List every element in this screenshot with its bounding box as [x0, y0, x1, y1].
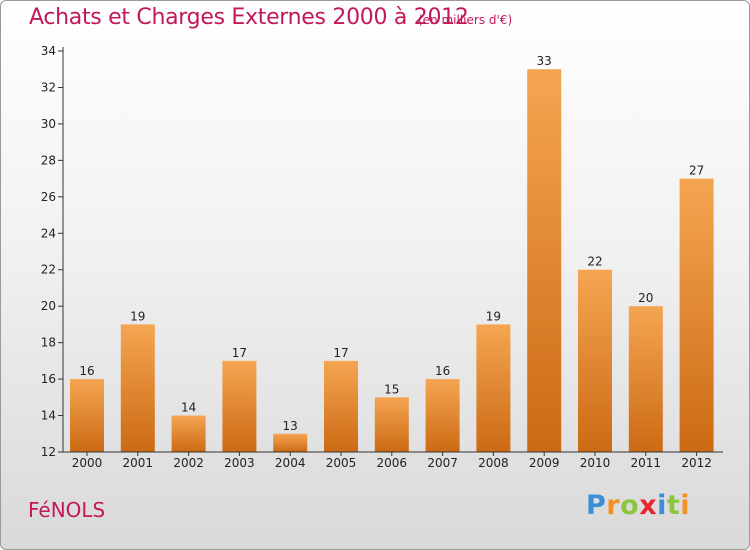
x-tick-label-2001: 2001	[123, 456, 154, 470]
bar-2000	[70, 379, 104, 452]
data-label-2001: 19	[130, 309, 145, 323]
data-label-2008: 19	[486, 309, 501, 323]
x-tick-label-2000: 2000	[72, 456, 103, 470]
bars-layer	[70, 69, 714, 453]
chart-subtitle: (en milliers d'€)	[418, 13, 513, 27]
y-tick-label-16: 16	[41, 372, 56, 386]
x-tick-label-2010: 2010	[580, 456, 611, 470]
data-label-2009: 33	[537, 54, 552, 68]
labels-layer: 16 2000 19 2001 14 2002 17 2003 13 2004 17 2005 15 20…	[41, 44, 712, 470]
y-tick-label-26: 26	[41, 190, 56, 204]
bar-2008	[476, 324, 511, 452]
data-label-2012: 27	[689, 164, 704, 178]
x-tick-label-2003: 2003	[224, 456, 255, 470]
bar-2012	[679, 178, 714, 452]
x-tick-label-2008: 2008	[478, 456, 509, 470]
y-tick-label-28: 28	[41, 153, 56, 167]
bar-2001	[120, 324, 155, 452]
y-tick-label-32: 32	[41, 80, 56, 94]
data-label-2003: 17	[232, 346, 247, 360]
x-tick-label-2004: 2004	[275, 456, 306, 470]
data-label-2010: 22	[587, 255, 602, 269]
logo-letter: i	[657, 490, 667, 521]
data-label-2007: 16	[435, 364, 450, 378]
axes-layer	[58, 47, 723, 456]
bar-2005	[324, 360, 358, 452]
bar-2010	[578, 269, 612, 452]
commune-name: FéNOLS	[28, 498, 106, 522]
x-tick-label-2012: 2012	[681, 456, 712, 470]
x-tick-label-2007: 2007	[427, 456, 458, 470]
chart-title: Achats et Charges Externes 2000 à 2012	[29, 5, 469, 30]
y-tick-label-30: 30	[41, 117, 56, 131]
logo-letter: t	[666, 490, 681, 521]
bar-2002	[171, 415, 206, 452]
bar-2009	[527, 69, 562, 453]
y-tick-label-22: 22	[41, 263, 56, 277]
logo-letter: x	[639, 490, 658, 521]
y-tick-label-14: 14	[41, 409, 56, 423]
data-label-2005: 17	[333, 346, 348, 360]
data-label-2002: 14	[181, 401, 196, 415]
bar-2004	[273, 433, 308, 452]
x-tick-label-2011: 2011	[631, 456, 662, 470]
x-tick-label-2006: 2006	[377, 456, 408, 470]
logo-letter: r	[606, 490, 621, 521]
logo-letter: P	[586, 490, 607, 521]
logo-letter: i	[680, 490, 691, 521]
y-tick-label-24: 24	[41, 226, 56, 240]
y-tick-label-18: 18	[41, 336, 56, 350]
data-label-2000: 16	[79, 364, 94, 378]
y-tick-label-20: 20	[41, 299, 56, 313]
x-tick-label-2009: 2009	[529, 456, 560, 470]
data-label-2004: 13	[283, 419, 298, 433]
data-label-2006: 15	[384, 382, 399, 396]
logo-letter: o	[620, 490, 640, 521]
bar-2006	[374, 397, 409, 452]
y-tick-label-12: 12	[41, 445, 56, 459]
x-tick-label-2005: 2005	[326, 456, 357, 470]
bar-2003	[222, 360, 257, 452]
y-tick-label-34: 34	[41, 44, 56, 58]
proxiti-logo: Proxiti	[586, 490, 690, 521]
x-tick-label-2002: 2002	[173, 456, 204, 470]
bar-2007	[425, 379, 460, 452]
data-label-2011: 20	[638, 291, 653, 305]
bar-2011	[628, 306, 663, 452]
